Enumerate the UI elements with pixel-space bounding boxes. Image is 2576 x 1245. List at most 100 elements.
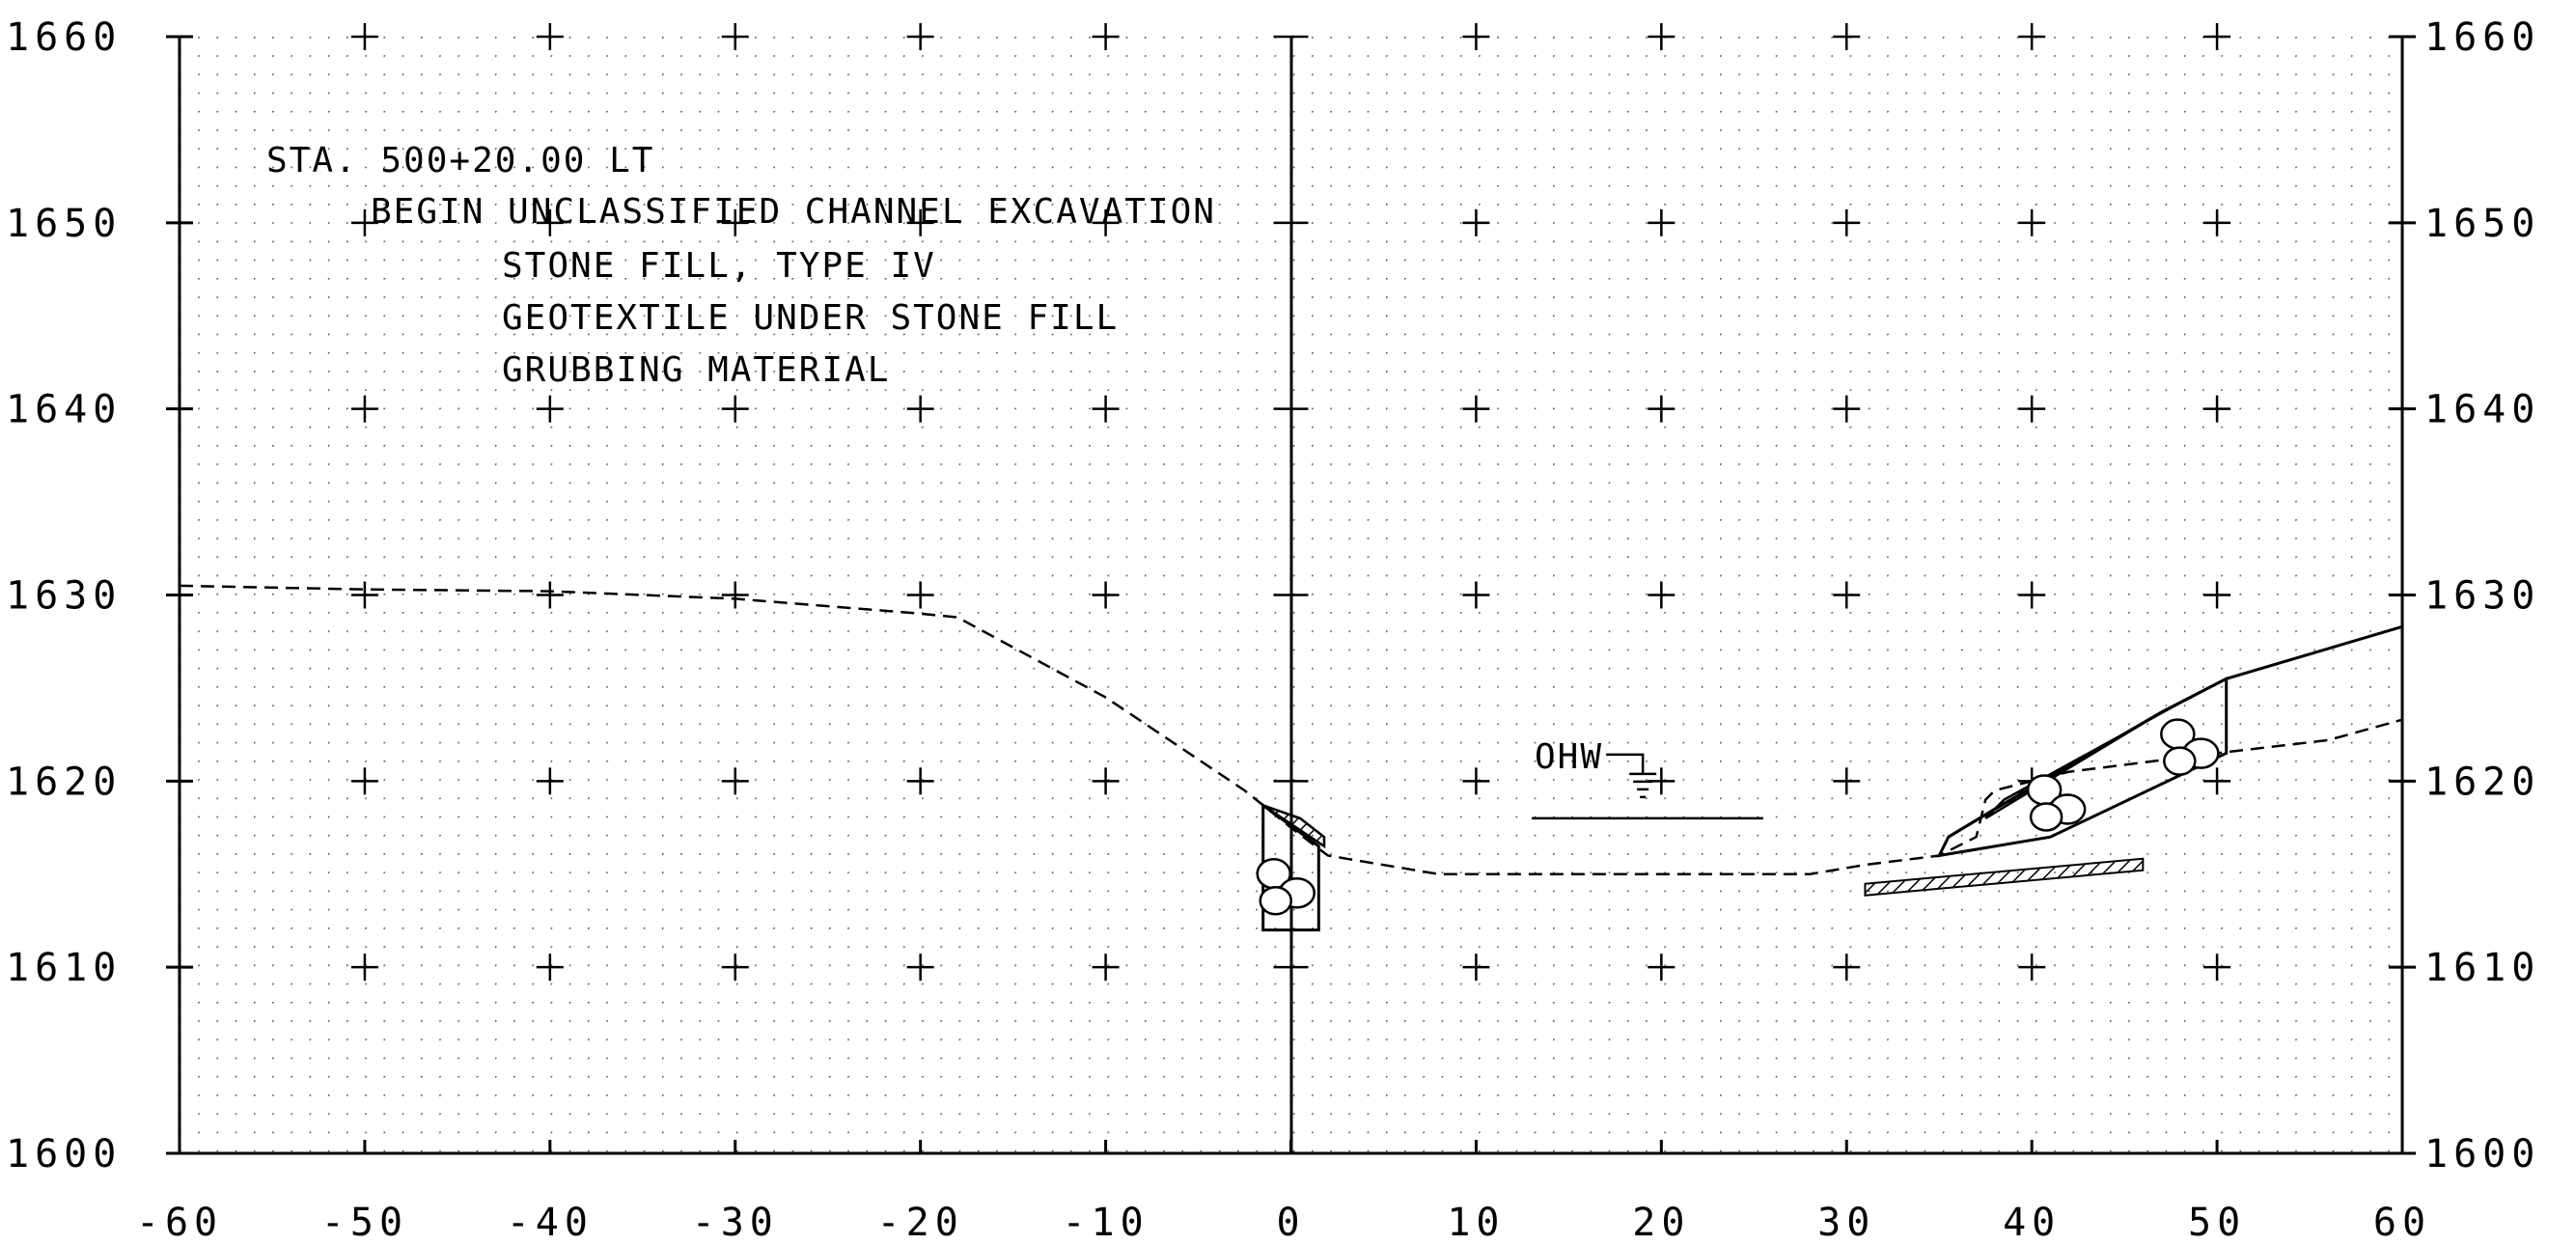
x-tick-label: -60 (136, 1201, 223, 1245)
grid-plus (1648, 581, 1676, 609)
grid-plus (2203, 581, 2231, 609)
grid-plus (536, 208, 564, 236)
y-tick-label-right: 1640 (2424, 388, 2540, 432)
section-notes: STA. 500+20.00 LT BEGIN UNCLASSIFIED CHA… (266, 141, 1216, 390)
y-axis-labels-right: 1660 1650 1640 1630 1620 1610 1600 (2424, 15, 2540, 1176)
grid-plus (350, 208, 378, 236)
grid-plus-marks (350, 23, 2231, 982)
grid-plus (2018, 954, 2046, 982)
y-tick-label-right: 1620 (2424, 760, 2540, 804)
grid-plus (721, 954, 749, 982)
y-axis-labels-left: 1660 1650 1640 1630 1620 1610 1600 (6, 15, 122, 1176)
y-tick-label-left: 1630 (6, 574, 122, 619)
grubbing-material-hatch (1864, 857, 2145, 897)
grid-plus (1092, 767, 1120, 795)
grid-plus (2203, 954, 2231, 982)
grid-plus (1462, 581, 1490, 609)
station-label: STA. 500+20.00 LT (266, 141, 654, 180)
grid-plus (906, 208, 934, 236)
note-channel-excavation: BEGIN UNCLASSIFIED CHANNEL EXCAVATION (371, 192, 1216, 232)
grid-plus (721, 767, 749, 795)
x-tick-label: -40 (507, 1201, 594, 1245)
x-tick-label: -20 (877, 1201, 964, 1245)
y-tick-label-right: 1630 (2424, 574, 2540, 619)
grid-plus (536, 767, 564, 795)
grid-plus (350, 954, 378, 982)
note-stone-fill: STONE FILL, TYPE IV (502, 246, 936, 286)
x-tick-label: -30 (692, 1201, 779, 1245)
grid-plus (721, 23, 749, 50)
grid-plus (1833, 208, 1861, 236)
grid-plus (1462, 395, 1490, 423)
x-tick-label: 0 (1276, 1201, 1305, 1245)
grid-plus (1833, 395, 1861, 423)
grid-plus (1092, 581, 1120, 609)
grid-plus (536, 23, 564, 50)
grid-plus (1648, 395, 1676, 423)
grid-plus (721, 395, 749, 423)
y-tick-label-right: 1660 (2424, 15, 2540, 60)
grid-plus (1092, 954, 1120, 982)
y-tick-label-left: 1640 (6, 388, 122, 432)
ohw-label: OHW (1535, 737, 1603, 777)
x-tick-label: 10 (1447, 1201, 1505, 1245)
grid-plus (721, 581, 749, 609)
x-tick-label: -50 (321, 1201, 408, 1245)
left-stone-icon (1256, 857, 1316, 916)
grid-plus (906, 23, 934, 50)
grid-plus (2203, 23, 2231, 50)
right-geotextile-hatch (1984, 702, 2181, 819)
grid-plus (1092, 395, 1120, 423)
grid-plus (1462, 767, 1490, 795)
grid-plus (1462, 954, 1490, 982)
note-grubbing: GRUBBING MATERIAL (502, 350, 890, 390)
water-level-icon (1606, 753, 1657, 799)
left-geotextile-hatch (1262, 804, 1326, 849)
grid-plus (536, 581, 564, 609)
grid-plus (350, 395, 378, 423)
grid-plus (2018, 395, 2046, 423)
grid-plus (721, 208, 749, 236)
grid-plus (1462, 23, 1490, 50)
grid-plus (2203, 208, 2231, 236)
grid-plus (1833, 767, 1861, 795)
grid-plus (906, 767, 934, 795)
grid-plus (2203, 767, 2231, 795)
y-tick-label-left: 1620 (6, 760, 122, 804)
grid-plus (1092, 208, 1120, 236)
x-tick-marks (178, 1140, 2404, 1153)
grid-plus (1462, 208, 1490, 236)
grid-plus (1092, 23, 1120, 50)
ohw-marker: OHW (1531, 737, 1763, 820)
grid-plus (1833, 23, 1861, 50)
y-tick-label-left: 1650 (6, 202, 122, 246)
grid-plus (906, 954, 934, 982)
grid-plus (2018, 581, 2046, 609)
y-tick-label-right: 1650 (2424, 202, 2540, 246)
x-tick-label: 20 (1632, 1201, 1690, 1245)
note-geotextile: GEOTEXTILE UNDER STONE FILL (502, 298, 1119, 338)
right-stone-icon (2026, 718, 2220, 832)
y-tick-label-left: 1610 (6, 946, 122, 990)
grid-plus (350, 767, 378, 795)
x-tick-label: 40 (2003, 1201, 2061, 1245)
x-tick-label: -10 (1062, 1201, 1149, 1245)
grid-plus (906, 581, 934, 609)
grid-plus (350, 581, 378, 609)
y-tick-label-right: 1600 (2424, 1132, 2540, 1176)
y-tick-label-right: 1610 (2424, 946, 2540, 990)
grid-plus (2203, 395, 2231, 423)
grid-plus (1648, 954, 1676, 982)
x-tick-label: 50 (2188, 1201, 2246, 1245)
grid-plus (2018, 208, 2046, 236)
grid-plus (1833, 954, 1861, 982)
y-tick-label-left: 1600 (6, 1132, 122, 1176)
grid-plus (1833, 581, 1861, 609)
grid-plus (350, 23, 378, 50)
grid-plus (536, 395, 564, 423)
y-tick-label-left: 1660 (6, 15, 122, 60)
grid-plus (1648, 208, 1676, 236)
x-tick-label: 30 (1817, 1201, 1875, 1245)
y-tick-marks (166, 35, 2416, 1155)
